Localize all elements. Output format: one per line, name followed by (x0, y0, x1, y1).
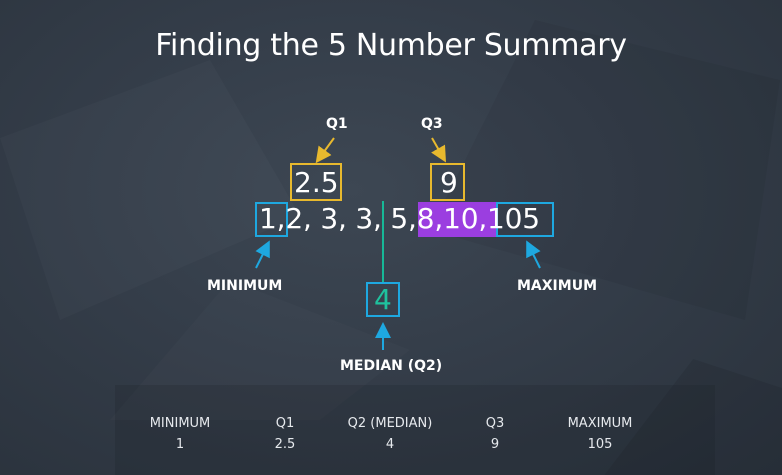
q1-value: 2.5 (294, 166, 339, 199)
sequence-number: 10 (443, 202, 479, 235)
table-header: Q3 (485, 416, 505, 431)
table-header: Q2 (MEDIAN) (347, 416, 433, 431)
median-divider-line (382, 201, 384, 282)
sequence-separator: , (373, 202, 382, 235)
q3-box (430, 163, 465, 201)
q1-box (290, 163, 342, 201)
q1-arrow (315, 137, 335, 164)
sequence-separator: , (276, 202, 286, 235)
median-value: 4 (374, 283, 392, 316)
median-label: MEDIAN (Q2) (340, 358, 443, 374)
upper-half-highlight (418, 202, 496, 237)
sequence-number: 5 (390, 202, 409, 235)
table-value: 4 (385, 437, 395, 452)
footer-band (115, 385, 715, 475)
maximum-label: MAXIMUM (517, 278, 598, 294)
sequence-separator: , (478, 202, 488, 235)
sequence-number: 3 (355, 202, 374, 235)
sequence-number: 1 (259, 202, 277, 235)
sequence-number: 105 (487, 202, 540, 235)
sequence-number: 8 (416, 202, 435, 235)
number-sequence: 1,2, 3, 3, 5,8,10,105 (259, 202, 540, 236)
summary-table: MINIMUM Q1 Q2 (MEDIAN) Q3 MAXIMUM 1 2.5 … (0, 413, 782, 463)
table-header: MINIMUM (149, 416, 211, 431)
sequence-separator: , (337, 202, 347, 235)
table-value: 1 (175, 437, 185, 452)
q3-value: 9 (440, 166, 458, 199)
minimum-arrow (255, 240, 270, 269)
maximum-box (496, 202, 554, 237)
maximum-arrow (526, 240, 541, 269)
q1-label: Q1 (326, 116, 348, 132)
sequence-number: 2 (285, 202, 303, 235)
sequence-separator: , (408, 202, 417, 235)
q3-label: Q3 (421, 116, 443, 132)
table-value: 9 (490, 437, 500, 452)
table-header: MAXIMUM (567, 416, 633, 431)
table-header: Q1 (275, 416, 295, 431)
minimum-label: MINIMUM (207, 278, 283, 294)
median-box (366, 282, 400, 317)
table-value: 2.5 (274, 437, 296, 452)
sequence-separator: , (302, 202, 312, 235)
sequence-number: 3 (320, 202, 338, 235)
q3-arrow (431, 137, 446, 163)
table-value: 105 (587, 437, 613, 452)
minimum-box (255, 202, 288, 237)
sequence-separator: , (434, 202, 444, 235)
slide-title: Finding the 5 Number Summary (155, 28, 627, 63)
